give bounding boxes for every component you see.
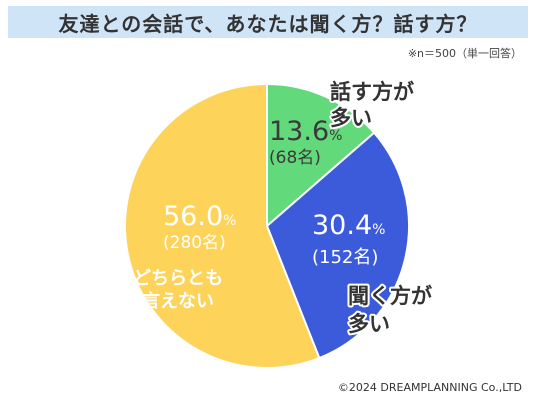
count-label-listener: (152名) [312, 247, 378, 268]
percent-value-neither: 56.0 [163, 201, 223, 232]
category-label-neither-line-2: 言えない [142, 290, 214, 312]
category-label-talker-line-2: 多い [330, 106, 372, 130]
title-bar: 友達との会話で、あなたは聞く方？話す方？ [8, 6, 528, 38]
chart-title: 友達との会話で、あなたは聞く方？話す方？ [58, 11, 478, 36]
percent-unit-listener: % [372, 222, 385, 238]
category-label-talker-line-1: 話す方が [330, 80, 414, 104]
percent-unit-talker: % [329, 128, 342, 144]
category-label-listener-line-1: 聞く方が [348, 284, 432, 308]
percent-value-listener: 30.4 [312, 210, 372, 241]
pie-slice-neither [124, 82, 321, 369]
count-label-neither: (280名) [163, 233, 226, 253]
category-label-listener-line-2: 多い [348, 312, 390, 336]
category-label-neither-line-1: どちらとも [133, 268, 223, 289]
percent-label-listener: 30.4% [312, 210, 385, 241]
percent-label-neither: 56.0% [163, 201, 236, 232]
percent-value-talker: 13.6 [269, 116, 329, 147]
pie-slice-listener [265, 131, 410, 360]
sample-size-note: ※n＝500（単一回答） [407, 47, 522, 60]
percent-label-talker: 13.6% [269, 116, 342, 147]
percent-unit-neither: % [223, 213, 236, 229]
count-label-talker: (68名) [269, 148, 321, 168]
copyright-text: ©2024 DREAMPLANNING Co.,LTD [337, 381, 522, 394]
pie-slice-talker [266, 82, 376, 229]
